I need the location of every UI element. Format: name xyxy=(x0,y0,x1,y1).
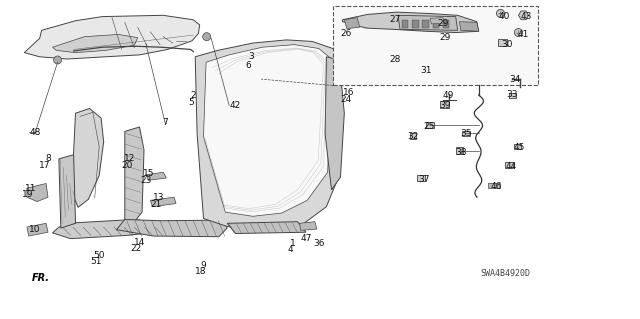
Text: SWA4B4920D: SWA4B4920D xyxy=(481,269,531,278)
Polygon shape xyxy=(342,12,479,33)
Text: 19: 19 xyxy=(22,190,34,199)
Text: 45: 45 xyxy=(514,143,525,152)
Text: 21: 21 xyxy=(150,200,162,209)
Text: 8: 8 xyxy=(45,154,51,163)
Text: 38: 38 xyxy=(455,148,467,157)
Text: 41: 41 xyxy=(518,30,529,39)
Text: 18: 18 xyxy=(195,267,206,276)
Text: 3: 3 xyxy=(248,52,253,61)
Text: 2: 2 xyxy=(191,91,196,100)
Text: 30: 30 xyxy=(501,40,513,48)
Polygon shape xyxy=(430,18,444,24)
Bar xyxy=(422,20,429,28)
Text: 10: 10 xyxy=(29,225,41,234)
Text: 23: 23 xyxy=(140,176,152,185)
Polygon shape xyxy=(325,57,344,190)
Bar xyxy=(462,131,470,136)
Bar xyxy=(412,20,419,28)
Text: 20: 20 xyxy=(121,161,132,170)
Text: 40: 40 xyxy=(499,12,510,21)
Text: 46: 46 xyxy=(490,182,502,191)
Bar xyxy=(440,101,449,108)
Polygon shape xyxy=(344,18,360,29)
Bar xyxy=(498,39,507,46)
Text: 26: 26 xyxy=(340,29,351,38)
Text: 32: 32 xyxy=(407,132,419,141)
Bar xyxy=(514,144,520,149)
Bar xyxy=(509,93,515,98)
Text: 22: 22 xyxy=(131,244,142,253)
Polygon shape xyxy=(24,15,200,59)
Polygon shape xyxy=(146,172,166,180)
Text: 43: 43 xyxy=(520,12,532,21)
Circle shape xyxy=(497,9,504,18)
Text: 1: 1 xyxy=(291,239,296,248)
Bar xyxy=(488,182,500,188)
Polygon shape xyxy=(27,183,48,202)
Text: 4: 4 xyxy=(287,245,292,254)
Text: 29: 29 xyxy=(437,19,449,28)
Text: 15: 15 xyxy=(143,169,154,178)
Text: 6: 6 xyxy=(246,61,251,70)
Text: 14: 14 xyxy=(134,238,145,247)
Text: 9: 9 xyxy=(201,261,206,270)
Polygon shape xyxy=(150,197,176,207)
Polygon shape xyxy=(300,222,317,230)
Polygon shape xyxy=(518,11,529,20)
Bar xyxy=(433,20,439,28)
Polygon shape xyxy=(72,108,104,207)
Polygon shape xyxy=(125,127,144,222)
Text: 37: 37 xyxy=(418,175,429,184)
Text: 48: 48 xyxy=(29,128,41,137)
Text: 17: 17 xyxy=(39,161,51,170)
Text: 44: 44 xyxy=(505,162,516,171)
Polygon shape xyxy=(204,45,332,216)
Text: 42: 42 xyxy=(230,101,241,110)
Polygon shape xyxy=(59,155,76,228)
Text: 33: 33 xyxy=(506,90,518,99)
Text: 5: 5 xyxy=(188,98,193,107)
Polygon shape xyxy=(398,15,458,30)
Text: 7: 7 xyxy=(163,118,168,127)
Text: 27: 27 xyxy=(390,15,401,24)
Polygon shape xyxy=(195,40,342,230)
Text: 11: 11 xyxy=(25,184,36,193)
Text: 36: 36 xyxy=(313,239,324,248)
Text: 13: 13 xyxy=(153,193,164,202)
Text: 47: 47 xyxy=(300,234,312,243)
Text: 28: 28 xyxy=(390,56,401,64)
Circle shape xyxy=(54,56,61,64)
Text: 50: 50 xyxy=(93,251,105,260)
Text: 25: 25 xyxy=(423,122,435,130)
Bar xyxy=(505,162,513,168)
Text: 39: 39 xyxy=(439,101,451,110)
Polygon shape xyxy=(227,222,306,234)
Bar xyxy=(456,147,463,154)
Bar xyxy=(410,133,416,138)
Text: 24: 24 xyxy=(340,95,351,104)
Text: 12: 12 xyxy=(124,154,135,163)
Polygon shape xyxy=(460,22,479,31)
Text: FR.: FR. xyxy=(31,272,50,283)
Text: 34: 34 xyxy=(509,75,521,84)
Polygon shape xyxy=(27,223,48,236)
Polygon shape xyxy=(116,219,227,237)
Bar xyxy=(333,6,538,85)
Text: 35: 35 xyxy=(460,130,472,138)
Bar xyxy=(402,20,408,28)
Text: 16: 16 xyxy=(343,88,355,97)
Bar xyxy=(417,175,425,181)
Text: 49: 49 xyxy=(442,91,454,100)
Circle shape xyxy=(203,33,211,41)
Text: 29: 29 xyxy=(439,33,451,42)
Text: 51: 51 xyxy=(90,257,102,266)
Circle shape xyxy=(515,28,522,37)
Polygon shape xyxy=(52,34,138,53)
Polygon shape xyxy=(52,219,161,239)
Text: 31: 31 xyxy=(420,66,431,75)
Bar xyxy=(426,122,434,128)
Bar xyxy=(443,20,449,28)
